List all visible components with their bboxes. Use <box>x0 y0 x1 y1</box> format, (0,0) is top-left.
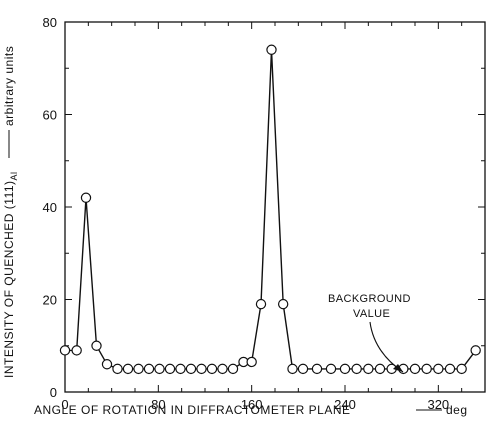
data-point <box>325 363 337 375</box>
annotation-arrowhead <box>393 364 403 372</box>
y-axis-label: INTENSITY OF QUENCHED (111)Al <box>2 171 19 378</box>
data-point <box>80 192 92 203</box>
data-point <box>470 345 481 356</box>
y-axis-label-subscript: Al <box>9 171 19 180</box>
data-point <box>71 345 82 356</box>
data-point <box>266 44 277 55</box>
y-tick-label: 0 <box>50 385 57 400</box>
data-point <box>339 363 351 375</box>
x-tick-label: 320 <box>427 397 449 412</box>
data-markers <box>59 44 481 375</box>
data-point <box>311 363 323 375</box>
data-point <box>91 340 102 351</box>
data-point <box>421 363 432 375</box>
x-tick-label: 0 <box>61 397 68 412</box>
data-point <box>154 363 165 375</box>
data-point <box>206 363 218 375</box>
data-point <box>287 363 298 375</box>
data-point <box>143 363 155 375</box>
data-point <box>246 356 257 368</box>
plot-border <box>64 21 486 393</box>
data-point <box>227 363 239 375</box>
y-tick-label: 40 <box>43 200 57 215</box>
y-tick-label: 80 <box>43 15 57 30</box>
data-point <box>217 363 228 375</box>
y-tick-label: 60 <box>43 108 57 123</box>
x-tick-label: 240 <box>334 397 356 412</box>
series-line <box>65 49 477 370</box>
data-point <box>101 359 113 370</box>
x-tick-label: 160 <box>241 397 263 412</box>
x-axis-title: ANGLE OF ROTATION IN DIFFRACTOMETER PLAN… <box>34 403 468 417</box>
data-point <box>133 363 144 375</box>
y-axis-title: INTENSITY OF QUENCHED (111)Al arbitrary … <box>2 46 19 378</box>
data-point <box>297 363 309 375</box>
data-point <box>277 298 289 310</box>
data-point <box>433 363 444 375</box>
data-point <box>175 363 186 375</box>
data-point <box>255 298 267 310</box>
x-axis-unit: deg <box>446 403 468 417</box>
data-point <box>363 363 374 375</box>
data-line <box>65 49 477 370</box>
background-annotation: BACKGROUND VALUE <box>328 293 411 373</box>
y-axis-label-main: INTENSITY OF QUENCHED (111) <box>2 180 16 378</box>
data-point <box>196 363 207 375</box>
y-tick-label: 20 <box>43 293 57 308</box>
data-point <box>351 363 362 375</box>
plot-frame <box>64 21 486 393</box>
data-point <box>444 363 456 375</box>
annotation-line-1: BACKGROUND <box>328 293 411 305</box>
x-axis-label: ANGLE OF ROTATION IN DIFFRACTOMETER PLAN… <box>34 403 351 417</box>
y-axis-unit: arbitrary units <box>2 46 16 126</box>
data-point <box>164 363 176 375</box>
x-tick-label: 80 <box>151 397 165 412</box>
data-point <box>374 363 386 375</box>
data-point <box>122 363 134 375</box>
axis-ticks: 0 80 160 240 320 0 20 40 60 80 <box>43 15 486 412</box>
data-point <box>409 363 421 375</box>
data-point <box>59 345 71 356</box>
data-point <box>185 363 197 375</box>
data-point <box>112 363 123 375</box>
annotation-line-2: VALUE <box>353 308 390 320</box>
data-point <box>456 363 467 375</box>
